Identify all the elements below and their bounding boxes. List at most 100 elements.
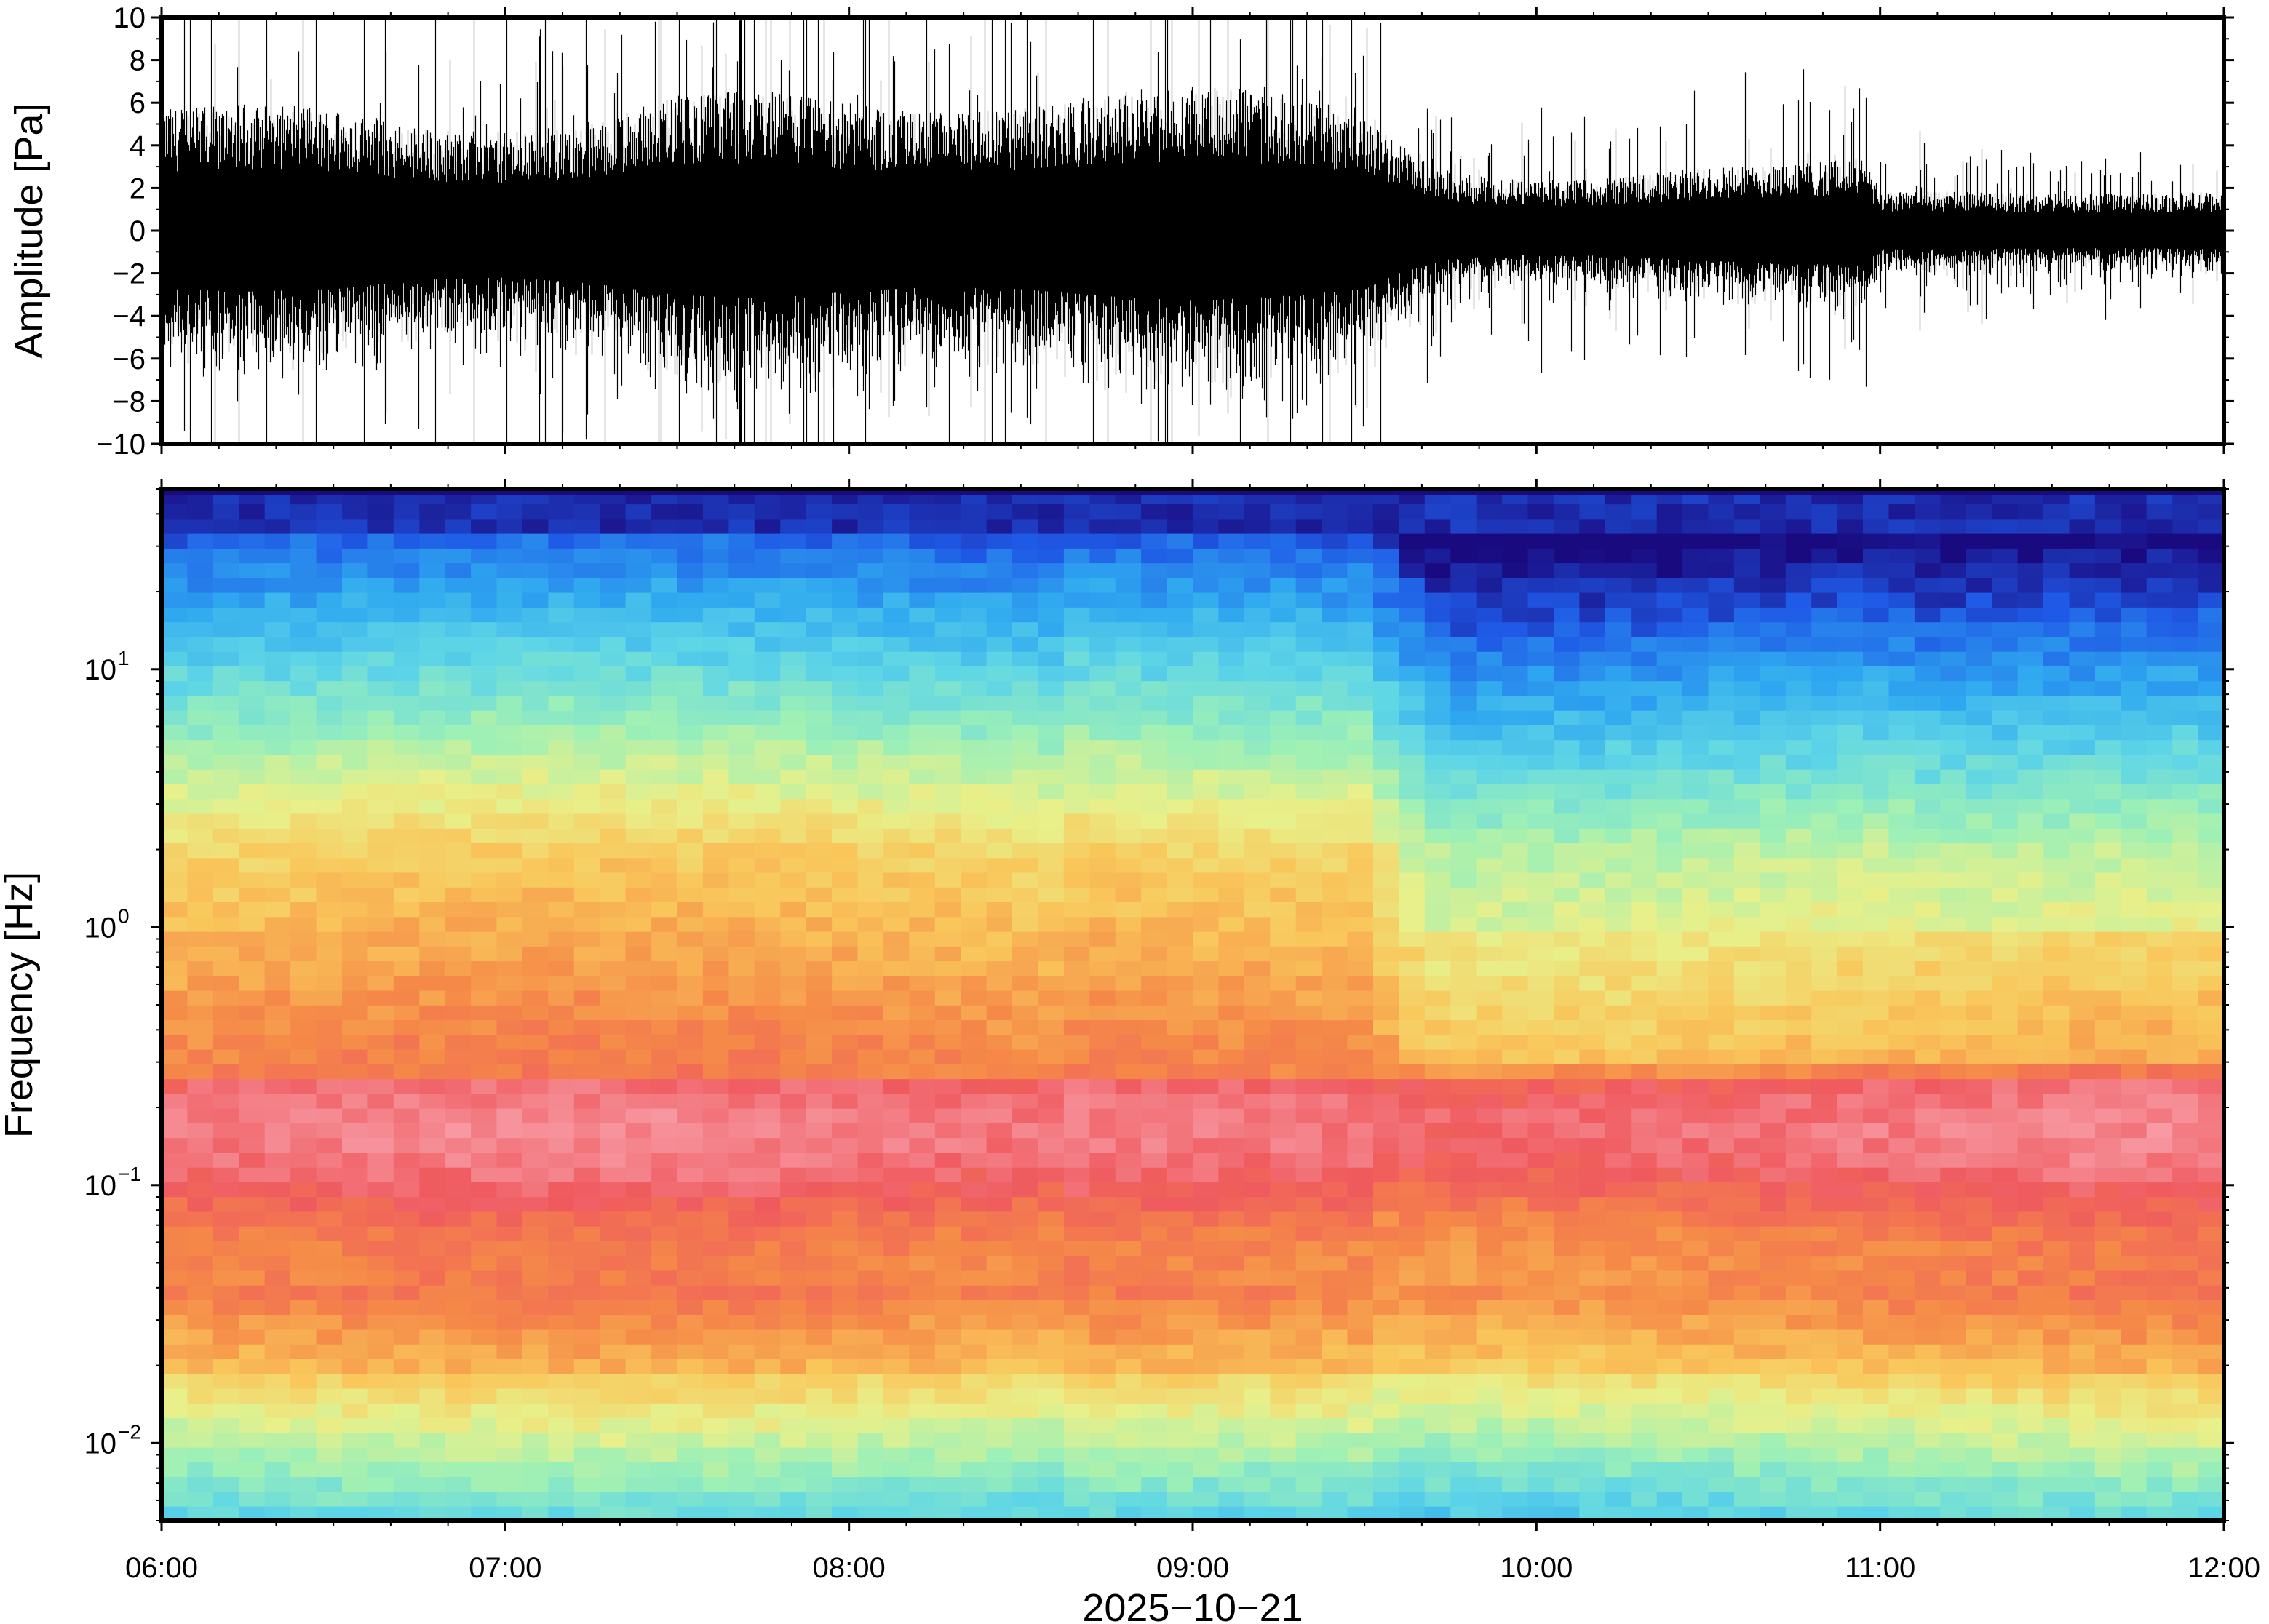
spectrogram-cell: [1811, 1358, 1838, 1374]
spectrogram-cell: [419, 1182, 446, 1198]
spectrogram-cell: [934, 857, 961, 873]
spectrogram-cell: [1914, 901, 1942, 918]
spectrogram-cell: [1733, 503, 1761, 520]
spectrogram-cell: [832, 1373, 859, 1389]
spectrogram-cell: [1760, 725, 1787, 741]
spectrogram-cell: [806, 562, 833, 578]
spectrogram-cell: [1502, 901, 1529, 918]
spectrogram-cell: [1115, 1284, 1142, 1300]
spectrogram-cell: [1476, 1064, 1503, 1080]
spectrogram-cell: [832, 798, 859, 814]
spectrogram-cell: [1914, 843, 1942, 859]
spectrogram-cell: [1115, 872, 1142, 888]
spectrogram-cell: [1089, 754, 1116, 770]
spectrogram-cell: [522, 813, 549, 829]
spectrogram-cell: [496, 843, 523, 859]
spectrogram-cell: [1760, 1048, 1787, 1064]
spectrogram-cell: [1605, 607, 1632, 623]
spectrogram-cell: [1347, 1123, 1374, 1139]
spectrogram-cell: [316, 1093, 343, 1109]
spectrogram-cell: [239, 1476, 266, 1492]
spectrogram-cell: [909, 1225, 936, 1241]
spectrogram-cell: [1914, 1123, 1942, 1139]
spectrogram-cell: [1837, 562, 1864, 578]
spectrogram-cell: [187, 1048, 214, 1064]
spectrogram-cell: [1554, 1225, 1581, 1241]
spectrogram-cell: [1424, 518, 1451, 534]
spectrogram-cell: [961, 901, 988, 918]
spectrogram-cell: [1424, 709, 1451, 725]
spectrogram-cell: [548, 1505, 575, 1521]
spectrogram-cell: [1733, 754, 1761, 770]
spectrogram-cell: [1760, 562, 1787, 578]
spectrogram-cell: [445, 695, 472, 711]
spectrogram-cell: [1527, 1093, 1554, 1109]
spectrogram-cell: [702, 1034, 730, 1050]
spectrogram-cell: [1656, 872, 1683, 888]
spectrogram-cell: [367, 990, 394, 1006]
spectrogram-cell: [909, 946, 936, 962]
spectrogram-cell: [1295, 1358, 1322, 1374]
spectrogram-cell: [728, 843, 755, 859]
spectrogram-cell: [1295, 1093, 1322, 1109]
spectrogram-cell: [1450, 946, 1477, 962]
waveform-y-tick-label: −10: [96, 429, 146, 461]
spectrogram-cell: [677, 1225, 704, 1241]
spectrogram-cell: [445, 960, 472, 976]
spectrogram-cell: [1063, 1432, 1091, 1448]
spectrogram-cell: [239, 1137, 266, 1153]
spectrogram-cell: [316, 975, 343, 991]
spectrogram-cell: [832, 916, 859, 932]
spectrogram-cell: [1012, 1034, 1039, 1050]
spectrogram-cell: [780, 1152, 807, 1168]
spectrogram-cell: [677, 1182, 704, 1198]
spectrogram-cell: [986, 1402, 1013, 1418]
spectrogram-cell: [1888, 1123, 1915, 1139]
spectrogram-cell: [1476, 725, 1503, 741]
spectrogram-cell: [445, 592, 472, 608]
spectrogram-cell: [806, 916, 833, 932]
spectrogram-cell: [290, 1417, 317, 1433]
spectrogram-cell: [1708, 901, 1735, 918]
spectrogram-cell: [1631, 592, 1658, 608]
spectrogram-cell: [625, 666, 652, 682]
spectrogram-cell: [573, 857, 600, 873]
spectrogram-cell: [1656, 666, 1683, 682]
spectrogram-cell: [1888, 1152, 1915, 1168]
spectrogram-cell: [625, 1107, 652, 1123]
spectrogram-cell: [1424, 1491, 1451, 1507]
spectrogram-cell: [1682, 960, 1709, 976]
spectrogram-cell: [1218, 843, 1245, 859]
spectrogram-cell: [1863, 695, 1890, 711]
spectrogram-cell: [1399, 592, 1426, 608]
spectrogram-cell: [496, 1270, 523, 1286]
spectrogram-cell: [367, 1329, 394, 1345]
spectrogram-cell: [162, 931, 188, 947]
spectrogram-cell: [1811, 1107, 1838, 1123]
spectrogram-cell: [342, 621, 369, 637]
spectrogram-cell: [1811, 1343, 1838, 1359]
spectrogram-cell: [780, 548, 807, 564]
spectrogram-cell: [1193, 931, 1220, 947]
spectrogram-cell: [1450, 1329, 1477, 1345]
spectrogram-cell: [1322, 636, 1348, 652]
spectrogram-cell: [445, 1034, 472, 1050]
spectrogram-cell: [1295, 1388, 1322, 1404]
spectrogram-cell: [496, 695, 523, 711]
spectrogram-cell: [445, 680, 472, 696]
spectrogram-cell: [187, 1211, 214, 1227]
spectrogram-cell: [961, 621, 988, 637]
spectrogram-cell: [1038, 975, 1065, 991]
spectrogram-cell: [445, 916, 472, 932]
spectrogram-cell: [1193, 1373, 1220, 1389]
spectrogram-cell: [1785, 1299, 1812, 1315]
spectrogram-cell: [702, 901, 730, 918]
spectrogram-cell: [522, 1432, 549, 1448]
spectrogram-cell: [1605, 1048, 1632, 1064]
spectrogram-cell: [187, 1152, 214, 1168]
spectrogram-cell: [316, 813, 343, 829]
spectrogram-cell: [754, 1241, 781, 1257]
spectrogram-cell: [1527, 666, 1554, 682]
spectrogram-cell: [702, 1476, 730, 1492]
spectrogram-cell: [1167, 1329, 1193, 1345]
